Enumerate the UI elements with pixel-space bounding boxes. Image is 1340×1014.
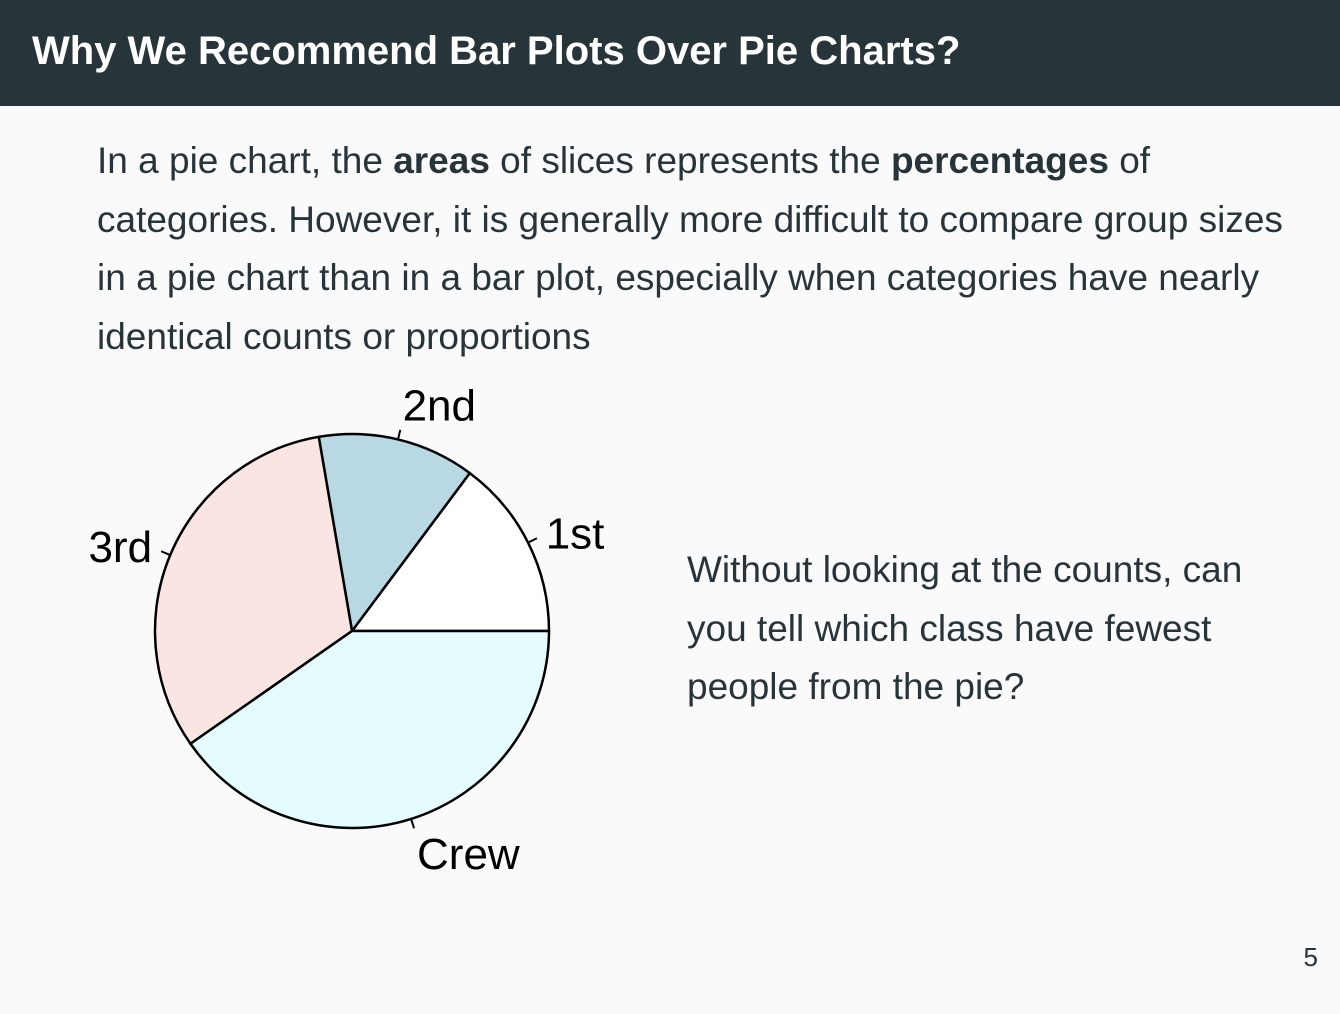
- slice-label-2nd: 2nd: [403, 381, 476, 430]
- slice-label-crew: Crew: [417, 830, 520, 879]
- question-text: Without looking at the counts, can you t…: [687, 549, 1243, 707]
- pie-chart: 1st 2nd 3rd Crew: [88, 381, 605, 879]
- intro-text-2: of slices represents the: [489, 140, 891, 181]
- pie-slice-1st: [350, 471, 551, 633]
- title-bar: Why We Recommend Bar Plots Over Pie Char…: [0, 0, 1340, 106]
- label-tick-crew: [410, 818, 416, 829]
- intro-text-3: of categories. However, it is generally …: [97, 140, 1283, 357]
- slice-label-3rd: 3rd: [88, 523, 152, 572]
- pie-slice-2nd: [317, 432, 472, 633]
- pie-slice-crew: [189, 629, 551, 830]
- intro-bold-areas: areas: [393, 140, 490, 181]
- intro-paragraph: In a pie chart, the areas of slices repr…: [97, 132, 1287, 366]
- page-number: 5: [1303, 942, 1318, 972]
- label-tick-2nd: [397, 429, 402, 440]
- intro-text-1: In a pie chart, the: [97, 140, 394, 181]
- slide-title: Why We Recommend Bar Plots Over Pie Char…: [32, 29, 961, 73]
- slice-label-1st: 1st: [546, 509, 605, 558]
- label-tick-1st: [527, 537, 538, 544]
- intro-bold-percentages: percentages: [890, 140, 1109, 181]
- label-tick-3rd: [160, 550, 171, 556]
